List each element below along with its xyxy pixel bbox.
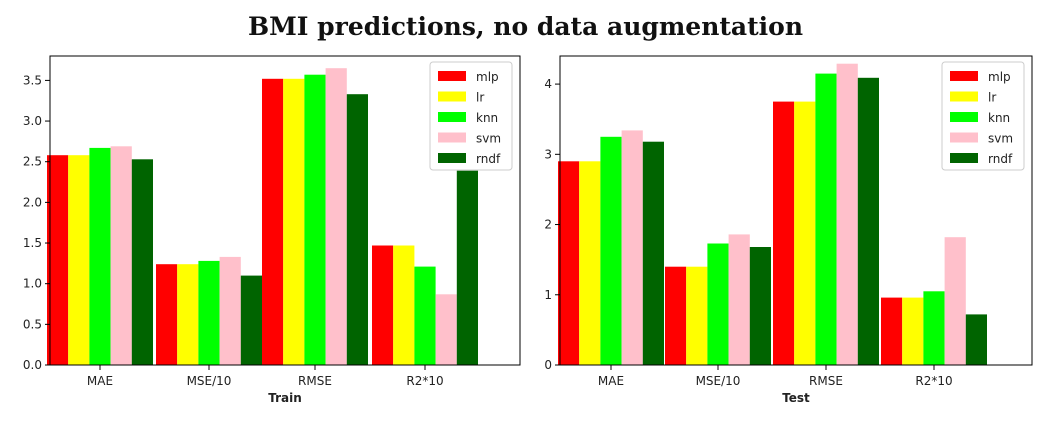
test-bar-mlp-2 bbox=[773, 101, 795, 365]
train-bar-mlp-3 bbox=[372, 245, 394, 365]
train-bar-rndf-2 bbox=[346, 94, 368, 365]
train-bar-knn-0 bbox=[89, 147, 111, 365]
test-xtick-label: R2*10 bbox=[915, 374, 952, 388]
train-ytick-label: 1.0 bbox=[23, 277, 42, 291]
test-legend-label-lr: lr bbox=[988, 91, 996, 105]
test-bar-lr-3 bbox=[902, 297, 924, 365]
train-ytick-label: 1.5 bbox=[23, 236, 42, 250]
test-bar-svm-2 bbox=[836, 63, 858, 365]
test-ytick-label: 4 bbox=[544, 77, 552, 91]
train-bar-knn-1 bbox=[198, 260, 220, 365]
train-xtick-label: R2*10 bbox=[406, 374, 443, 388]
train-legend-box bbox=[429, 61, 513, 171]
train-legend-swatch-lr bbox=[438, 91, 466, 102]
test-legend: mlp lr knn svm rndf bbox=[941, 61, 1025, 171]
test-ytick-label: 0 bbox=[544, 358, 552, 372]
train-bar-rndf-3 bbox=[456, 170, 478, 365]
train-ytick-label: 2.0 bbox=[23, 195, 42, 209]
test-ytick-label: 2 bbox=[544, 218, 552, 232]
test-legend-label-rndf: rndf bbox=[988, 152, 1013, 166]
train-legend-label-knn: knn bbox=[476, 111, 498, 125]
train-legend-swatch-svm bbox=[438, 132, 466, 143]
train-ytick-label: 0.5 bbox=[23, 317, 42, 331]
train-xtick-label: MAE bbox=[87, 374, 113, 388]
test-bar-rndf-0 bbox=[642, 141, 664, 365]
test-xtick-label: RMSE bbox=[809, 374, 843, 388]
test-plot-frame bbox=[559, 55, 1033, 366]
test-x-axis-label: Test bbox=[782, 391, 810, 405]
test-legend-label-knn: knn bbox=[988, 111, 1010, 125]
train-ytick-label: 3.0 bbox=[23, 114, 42, 128]
test-legend-swatch-mlp bbox=[950, 71, 978, 81]
train-bar-svm-1 bbox=[219, 256, 241, 365]
train-bar-knn-2 bbox=[304, 74, 326, 365]
train-bar-rndf-1 bbox=[240, 275, 262, 365]
train-legend-swatch-rndf bbox=[438, 153, 466, 163]
test-legend-label-svm: svm bbox=[988, 132, 1013, 146]
train-bar-lr-0 bbox=[68, 155, 90, 365]
test-bar-mlp-1 bbox=[665, 266, 687, 365]
test-bar-knn-2 bbox=[815, 73, 837, 365]
train-bar-svm-3 bbox=[435, 294, 457, 365]
train-bar-lr-1 bbox=[177, 264, 199, 365]
train-bar-lr-3 bbox=[393, 245, 415, 365]
test-bar-knn-0 bbox=[600, 136, 622, 365]
train-bar-mlp-0 bbox=[47, 155, 69, 365]
test-bar-mlp-0 bbox=[558, 161, 580, 365]
train-bar-mlp-1 bbox=[156, 264, 178, 365]
test-xtick-label: MSE/10 bbox=[696, 374, 741, 388]
test-bar-svm-3 bbox=[944, 237, 966, 365]
test-bar-knn-3 bbox=[923, 291, 945, 365]
test-ytick-label: 3 bbox=[544, 147, 552, 161]
train-plot-frame bbox=[49, 55, 521, 366]
train-legend-swatch-mlp bbox=[438, 71, 466, 81]
train-legend-label-lr: lr bbox=[476, 91, 484, 105]
train-chart: 0.0 0.5 1.0 1.5 2.0 2.5 3.0 3.5 MAE MSE/10 RMSE R2*… bbox=[23, 55, 521, 405]
test-bar-lr-2 bbox=[794, 101, 816, 365]
train-xtick-label: MSE/10 bbox=[187, 374, 232, 388]
train-legend-label-rndf: rndf bbox=[476, 152, 501, 166]
test-bar-lr-1 bbox=[686, 266, 708, 365]
train-legend-label-mlp: mlp bbox=[476, 70, 499, 84]
test-bar-lr-0 bbox=[579, 161, 601, 365]
train-bar-svm-2 bbox=[325, 68, 347, 365]
train-bar-rndf-0 bbox=[131, 159, 153, 365]
train-ytick-label: 3.5 bbox=[23, 73, 42, 87]
test-bar-svm-0 bbox=[621, 130, 643, 365]
test-legend-label-mlp: mlp bbox=[988, 70, 1011, 84]
test-legend-box bbox=[941, 61, 1025, 171]
test-bar-mlp-3 bbox=[881, 297, 903, 365]
test-bar-knn-1 bbox=[707, 243, 729, 365]
test-chart: 0 1 2 3 4 MAE MSE/10 RMSE R2*10 Test mlp lr knn svm rn… bbox=[544, 55, 1033, 405]
train-legend-swatch-knn bbox=[438, 112, 466, 122]
train-xtick-label: RMSE bbox=[298, 374, 332, 388]
train-bar-knn-3 bbox=[414, 266, 436, 365]
train-ytick-label: 2.5 bbox=[23, 155, 42, 169]
test-bar-svm-1 bbox=[728, 234, 750, 365]
train-ytick-label: 0.0 bbox=[23, 358, 42, 372]
test-xtick-label: MAE bbox=[598, 374, 624, 388]
test-legend-swatch-knn bbox=[950, 112, 978, 122]
test-bar-rndf-3 bbox=[965, 314, 987, 365]
train-legend: mlp lr knn svm rndf bbox=[429, 61, 513, 171]
train-bar-svm-0 bbox=[110, 146, 132, 365]
train-legend-label-svm: svm bbox=[476, 132, 501, 146]
test-ytick-label: 1 bbox=[544, 288, 552, 302]
test-bar-rndf-1 bbox=[749, 247, 771, 365]
train-bar-mlp-2 bbox=[262, 78, 284, 366]
test-legend-swatch-rndf bbox=[950, 153, 978, 163]
test-bar-rndf-2 bbox=[857, 77, 879, 366]
figure-title: BMI predictions, no data augmentation bbox=[247, 12, 804, 41]
test-legend-swatch-lr bbox=[950, 91, 978, 102]
train-bar-lr-2 bbox=[283, 78, 305, 366]
train-x-axis-label: Train bbox=[268, 391, 302, 405]
test-legend-swatch-svm bbox=[950, 132, 978, 143]
